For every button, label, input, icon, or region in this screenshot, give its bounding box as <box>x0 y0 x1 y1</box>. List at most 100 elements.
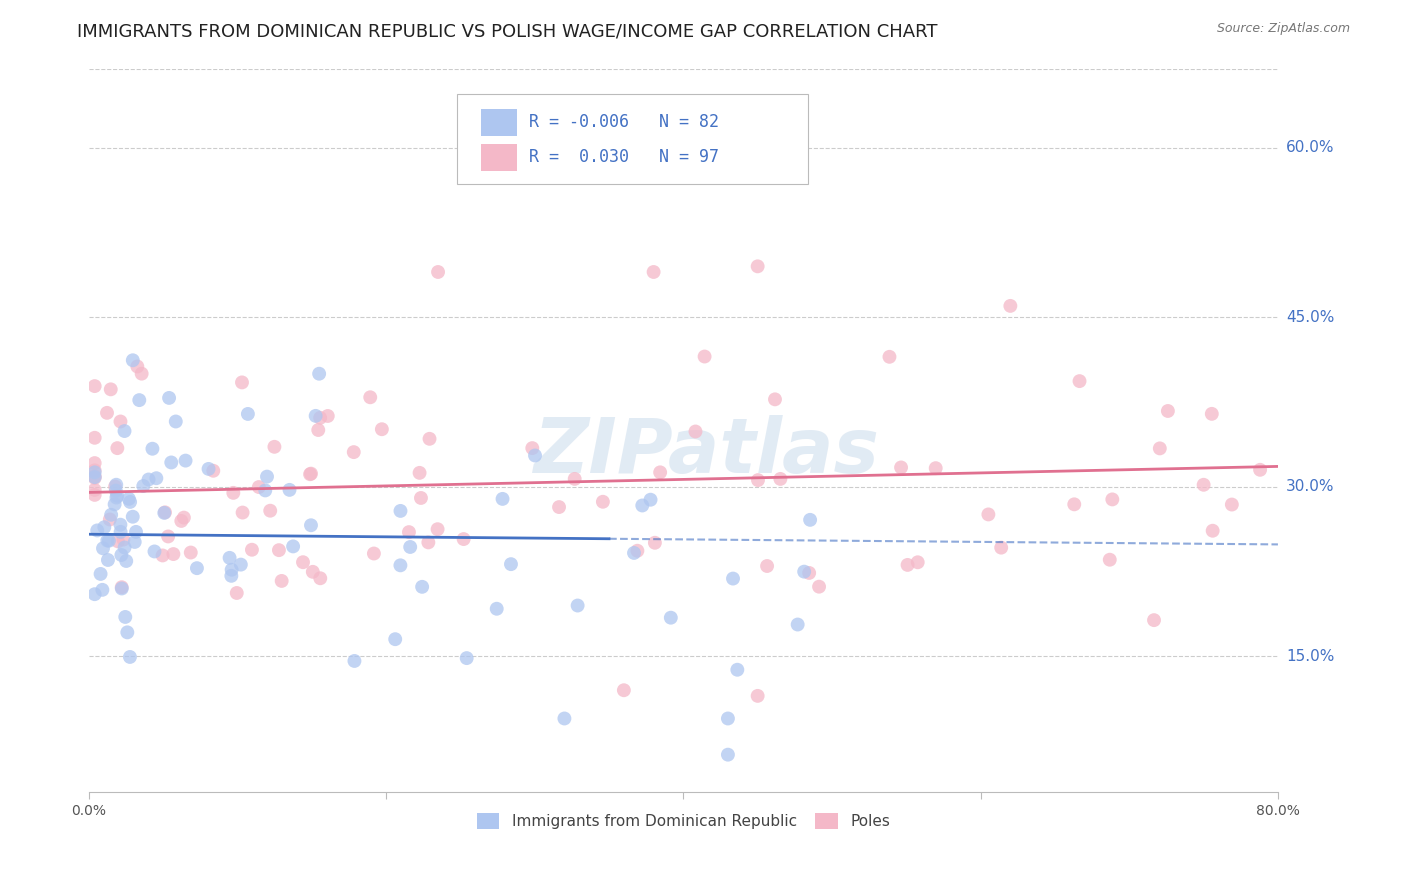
Point <box>104 479 127 493</box>
Point <box>896 558 918 572</box>
Point <box>1201 407 1223 421</box>
Point <box>384 632 406 647</box>
Point <box>112 533 135 547</box>
FancyBboxPatch shape <box>457 94 808 185</box>
Point <box>640 492 662 507</box>
Point <box>427 265 450 279</box>
Point <box>717 747 740 762</box>
Point <box>592 495 614 509</box>
Point <box>141 442 163 456</box>
Point <box>763 392 786 407</box>
Point <box>127 359 149 374</box>
Point <box>309 571 332 585</box>
Point <box>1149 442 1171 456</box>
Text: 15.0%: 15.0% <box>1286 648 1334 664</box>
Point <box>879 350 901 364</box>
Point <box>281 540 304 554</box>
Point <box>1143 613 1166 627</box>
Point <box>83 488 105 502</box>
Point <box>110 524 132 539</box>
Point <box>659 610 682 624</box>
Point <box>138 473 160 487</box>
Point <box>343 654 366 668</box>
Point <box>105 477 128 491</box>
Point <box>299 467 322 481</box>
Point <box>307 423 329 437</box>
Point <box>115 554 138 568</box>
Point <box>165 415 187 429</box>
Point <box>121 353 143 368</box>
Point <box>292 555 315 569</box>
Point <box>309 410 332 425</box>
Point <box>721 572 744 586</box>
Point <box>114 424 136 438</box>
Point <box>890 460 912 475</box>
Point <box>83 463 105 477</box>
Point <box>121 509 143 524</box>
Point <box>145 471 167 485</box>
Point <box>83 456 105 470</box>
Point <box>990 541 1012 555</box>
Point <box>152 549 174 563</box>
Point <box>197 462 219 476</box>
Point <box>96 406 118 420</box>
Point <box>91 541 114 556</box>
Point <box>548 500 571 514</box>
Point <box>259 504 281 518</box>
Point <box>643 265 665 279</box>
Point <box>799 513 821 527</box>
Point <box>83 483 105 497</box>
Point <box>725 663 748 677</box>
Point <box>173 510 195 524</box>
Point <box>485 601 508 615</box>
Point <box>301 565 323 579</box>
Text: Source: ZipAtlas.com: Source: ZipAtlas.com <box>1216 22 1350 36</box>
Text: 60.0%: 60.0% <box>1286 140 1334 155</box>
Point <box>104 497 127 511</box>
Point <box>222 486 245 500</box>
Point <box>100 382 122 396</box>
Point <box>399 540 422 554</box>
Point <box>299 467 322 482</box>
Point <box>231 376 253 390</box>
Point <box>125 524 148 539</box>
Point <box>418 432 440 446</box>
Point <box>685 425 707 439</box>
Point <box>236 407 259 421</box>
Point <box>83 431 105 445</box>
Text: ZIPatlas: ZIPatlas <box>534 415 880 489</box>
Point <box>254 483 277 498</box>
Point <box>162 547 184 561</box>
Point <box>977 508 1000 522</box>
Point <box>117 625 139 640</box>
Point <box>747 689 769 703</box>
Point <box>411 580 433 594</box>
FancyBboxPatch shape <box>481 144 517 171</box>
Point <box>110 517 132 532</box>
Point <box>83 471 105 485</box>
Point <box>131 367 153 381</box>
Point <box>110 548 132 562</box>
Text: 45.0%: 45.0% <box>1286 310 1334 325</box>
Point <box>491 491 513 506</box>
Point <box>524 449 547 463</box>
Point <box>86 524 108 538</box>
Point <box>808 580 831 594</box>
Point <box>263 440 285 454</box>
Point <box>105 491 128 505</box>
Point <box>93 520 115 534</box>
Point <box>408 466 430 480</box>
Point <box>83 587 105 601</box>
Point <box>180 545 202 559</box>
Point <box>107 534 129 549</box>
Point <box>270 574 292 588</box>
Point <box>567 599 589 613</box>
Point <box>797 566 820 580</box>
Text: R =  0.030   N = 97: R = 0.030 N = 97 <box>529 148 718 167</box>
Point <box>623 546 645 560</box>
Point <box>83 379 105 393</box>
Point <box>389 558 412 573</box>
Point <box>363 547 385 561</box>
Point <box>1157 404 1180 418</box>
Point <box>308 367 330 381</box>
